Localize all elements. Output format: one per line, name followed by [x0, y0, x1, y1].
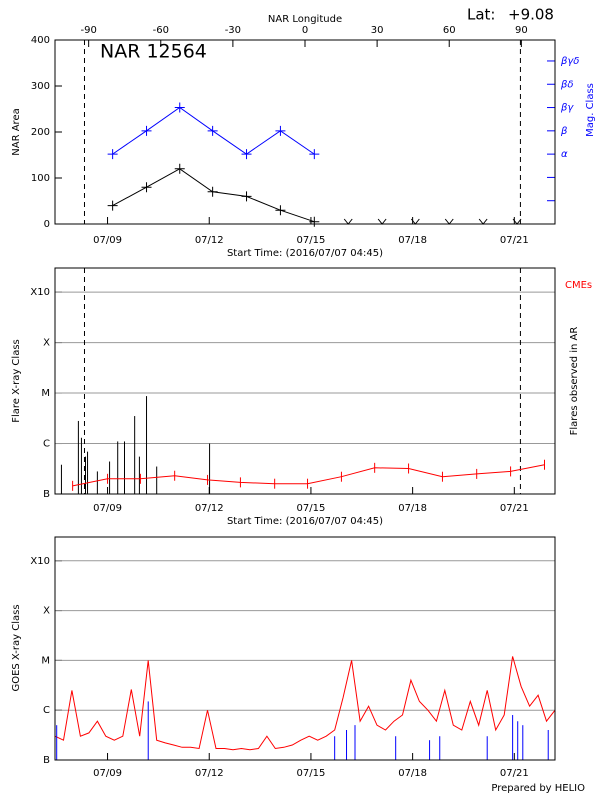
point-marker [207, 125, 218, 136]
y-tick-label: X [43, 606, 50, 617]
point-marker [141, 125, 152, 136]
x-tick-label: 07/09 [93, 768, 122, 779]
y2-tick-label: α [561, 149, 568, 160]
x2-axis-label: NAR Longitude [268, 14, 342, 25]
arrow-marker [444, 218, 454, 225]
y2-tick-label: βγ [560, 103, 574, 114]
point-marker [207, 186, 218, 197]
point-marker [275, 125, 286, 136]
x-tick-label: 07/18 [398, 503, 427, 514]
plot-frame [54, 267, 556, 495]
y2-tick-label: βγδ [560, 56, 579, 67]
x-tick-label: 07/12 [195, 503, 224, 514]
y2-tick-label: β [560, 126, 568, 137]
point-marker [174, 163, 185, 174]
x2-tick-label: 90 [515, 25, 528, 36]
x-tick-label: 07/15 [297, 768, 326, 779]
y-axis-label: NAR Area [11, 108, 22, 155]
point-marker [107, 200, 118, 211]
plot-frame [54, 536, 556, 761]
y-tick-label: X10 [30, 556, 50, 567]
y-tick-label: M [41, 388, 50, 399]
y-tick-label: 400 [31, 35, 50, 46]
y2-axis-label: Flares observed in AR [569, 327, 580, 436]
y2-axis-label: Mag. Class [585, 83, 596, 137]
y-tick-label: C [43, 705, 50, 716]
x-tick-label: 07/18 [398, 768, 427, 779]
x-tick-label: 07/15 [297, 503, 326, 514]
x2-tick-label: -60 [153, 25, 169, 36]
arrow-marker [343, 218, 353, 225]
x-tick-label: 07/09 [93, 235, 122, 246]
x2-tick-label: 0 [302, 25, 308, 36]
x2-tick-label: -90 [80, 25, 96, 36]
x-axis-label: Start Time: (2016/07/07 04:45) [227, 248, 383, 259]
series-line [112, 168, 315, 223]
x-tick-label: 07/15 [297, 235, 326, 246]
point-marker [309, 216, 320, 227]
point-marker [241, 149, 252, 160]
y-axis-label: Flare X-ray Class [11, 339, 22, 423]
y2-tick-label: βδ [560, 79, 574, 90]
x2-tick-label: 30 [371, 25, 384, 36]
y-tick-label: 0 [44, 219, 50, 230]
y-tick-label: M [41, 655, 50, 666]
x-tick-label: 07/21 [500, 768, 529, 779]
x-tick-label: 07/21 [500, 503, 529, 514]
x-tick-label: 07/21 [500, 235, 529, 246]
footer: Prepared by HELIO [491, 783, 585, 794]
y-tick-label: 300 [31, 81, 50, 92]
point-marker [275, 205, 286, 216]
point-marker [241, 191, 252, 202]
point-marker [141, 182, 152, 193]
y-tick-label: C [43, 439, 50, 450]
x-tick-label: 07/12 [195, 768, 224, 779]
lat-value: +9.08 [508, 6, 554, 24]
lat-label: Lat: [467, 6, 495, 24]
arrow-marker [377, 218, 387, 225]
series-line [72, 464, 545, 487]
x-axis-label: Start Time: (2016/07/07 04:45) [227, 516, 383, 527]
arrow-marker [478, 218, 488, 225]
region-title: NAR 12564 [100, 41, 207, 63]
y-axis-label: GOES X-ray Class [11, 604, 22, 691]
point-marker [174, 102, 185, 113]
y-tick-label: B [43, 755, 50, 766]
point-marker [309, 149, 320, 160]
x-tick-label: 07/12 [195, 235, 224, 246]
y-tick-label: B [43, 489, 50, 500]
x-tick-label: 07/18 [398, 235, 427, 246]
x2-tick-label: 60 [443, 25, 456, 36]
legend-label: CMEs [565, 280, 592, 291]
x-tick-label: 07/09 [93, 503, 122, 514]
y-tick-label: X10 [30, 287, 50, 298]
x2-tick-label: -30 [225, 25, 241, 36]
y-tick-label: X [43, 338, 50, 349]
plot-frame [54, 39, 556, 225]
y-tick-label: 200 [31, 127, 50, 138]
point-marker [107, 149, 118, 160]
y-tick-label: 100 [31, 173, 50, 184]
series-line [54, 656, 556, 751]
